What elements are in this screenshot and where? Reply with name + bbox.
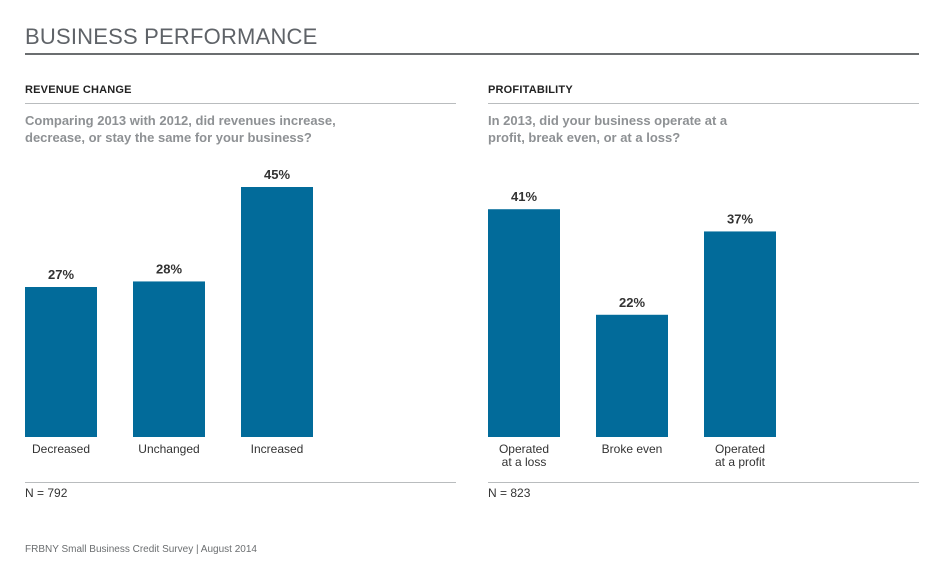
category-label: Unchanged: [138, 442, 199, 456]
data-label: 41%: [511, 189, 537, 204]
panel-divider: [488, 103, 919, 104]
data-label: 27%: [48, 267, 74, 282]
survey-question: In 2013, did your business operate at a …: [488, 113, 728, 145]
bar: [704, 231, 776, 437]
page-title: BUSINESS PERFORMANCE: [25, 24, 318, 49]
chart-bottom-divider: [488, 482, 919, 483]
data-label: 28%: [156, 261, 182, 276]
data-label: 45%: [264, 167, 290, 182]
title-divider: [25, 53, 919, 55]
bar: [488, 209, 560, 437]
chart-bottom-divider: [25, 482, 456, 483]
data-label: 22%: [619, 295, 645, 310]
survey-question: Comparing 2013 with 2012, did revenues i…: [25, 113, 336, 145]
profitability-panel: PROFITABILITY In 2013, did your business…: [488, 84, 919, 504]
category-label: at a profit: [715, 455, 766, 469]
data-label: 37%: [727, 211, 753, 226]
category-label: Operated: [715, 442, 765, 456]
footer-source: FRBNY Small Business Credit Survey | Aug…: [25, 544, 257, 555]
sample-size: N = 792: [25, 486, 68, 500]
sample-size: N = 823: [488, 486, 531, 500]
bar: [133, 281, 205, 437]
category-label: Broke even: [602, 442, 663, 456]
bar: [25, 287, 97, 437]
bar: [596, 314, 668, 437]
revenue-change-chart: 27% Decreased 28% Unchanged 45% Increased: [25, 167, 313, 456]
panel-title: PROFITABILITY: [488, 84, 573, 96]
category-label: Increased: [251, 442, 304, 456]
panel-divider: [25, 103, 456, 104]
bar: [241, 187, 313, 437]
panel-title: REVENUE CHANGE: [25, 84, 132, 96]
revenue-change-panel: REVENUE CHANGE Comparing 2013 with 2012,…: [25, 84, 456, 504]
category-label: Decreased: [32, 442, 90, 456]
category-label: at a loss: [502, 455, 547, 469]
category-label: Operated: [499, 442, 549, 456]
